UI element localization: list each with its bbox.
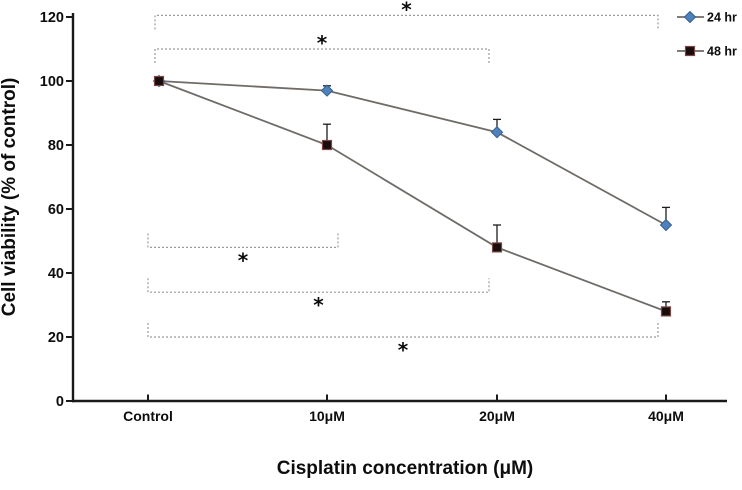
significance-bracket bbox=[154, 14, 659, 30]
x-axis-tick-label: 20μM bbox=[479, 408, 515, 424]
significance-asterisk: * bbox=[398, 338, 409, 362]
y-axis-tick-label: 40 bbox=[48, 266, 64, 282]
significance-bracket bbox=[147, 323, 659, 338]
y-axis-title: Cell viability (% of control) bbox=[0, 78, 20, 317]
x-axis-tick-label: 10μM bbox=[309, 408, 345, 424]
series-group bbox=[152, 74, 673, 317]
square-marker-icon bbox=[684, 45, 696, 57]
x-axis-tick-label: Control bbox=[123, 408, 173, 424]
legend-item-24hr: 24 hr bbox=[677, 11, 737, 25]
data-point-square-48hr bbox=[321, 139, 333, 151]
significance-asterisk: * bbox=[313, 293, 324, 317]
legend-label-24hr: 24 hr bbox=[707, 11, 737, 25]
significance-bracket bbox=[154, 48, 490, 63]
diamond-marker-icon bbox=[683, 10, 697, 24]
legend-item-48hr: 48 hr bbox=[677, 45, 737, 59]
data-point-square-48hr bbox=[153, 75, 165, 87]
significance-bracket bbox=[147, 233, 339, 248]
y-axis-tick-label: 60 bbox=[48, 202, 64, 218]
legend: 24 hr 48 hr bbox=[677, 11, 737, 59]
data-point-diamond-24hr bbox=[659, 218, 673, 232]
data-point-diamond-24hr bbox=[320, 84, 334, 97]
axes-group: 0 20 40 60 80 100 120 Control 10μM 20μM 40μM bbox=[40, 10, 727, 424]
significance-asterisk: * bbox=[238, 248, 249, 272]
series-line-24hr bbox=[158, 80, 667, 226]
y-axis-tick-label: 120 bbox=[40, 10, 64, 26]
significance-bracket bbox=[147, 278, 490, 293]
x-axis-tick-label: 40μM bbox=[648, 408, 684, 424]
significance-asterisk: * bbox=[401, 0, 412, 21]
data-point-square-48hr bbox=[660, 306, 672, 317]
y-axis-tick-label: 100 bbox=[40, 74, 64, 90]
data-point-square-48hr bbox=[491, 242, 503, 253]
series-line-48hr bbox=[158, 80, 667, 313]
x-axis-title: Cisplatin concentration (μM) bbox=[277, 458, 534, 479]
significance-asterisk: * bbox=[317, 31, 328, 55]
y-axis-tick-label: 0 bbox=[56, 394, 64, 410]
y-axis-tick-label: 80 bbox=[48, 138, 64, 154]
y-axis-tick-label: 20 bbox=[48, 330, 64, 346]
data-point-diamond-24hr bbox=[490, 125, 504, 139]
significance-brackets-group: * * * * * bbox=[147, 0, 659, 362]
legend-label-48hr: 48 hr bbox=[707, 45, 737, 59]
